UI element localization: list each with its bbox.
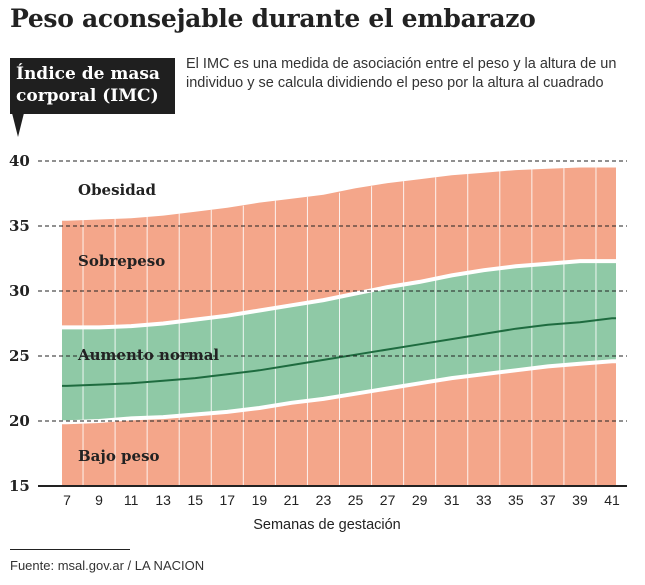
x-tick-label-21: 21 (284, 492, 300, 508)
x-tick-label-11: 11 (124, 492, 139, 508)
region-label-sobrepeso: Sobrepeso (78, 252, 165, 270)
y-tick-label-30: 30 (9, 282, 30, 300)
y-axis-label: Índice de masa corporal (IMC) (10, 58, 175, 114)
chart-description: El IMC es una medida de asociación entre… (186, 56, 617, 91)
source-divider (10, 549, 130, 550)
x-tick-label-29: 29 (412, 492, 428, 508)
x-tick-label-35: 35 (508, 492, 524, 508)
region-label-obesidad: Obesidad (78, 181, 156, 199)
x-tick-label-39: 39 (572, 492, 588, 508)
y-tick-label-15: 15 (9, 477, 30, 495)
x-tick-label-33: 33 (476, 492, 492, 508)
region-label-bajo-peso: Bajo peso (78, 447, 160, 465)
region-label-normal: Aumento normal (77, 346, 219, 364)
x-tick-label-27: 27 (380, 492, 396, 508)
y-tick-label-25: 25 (9, 347, 30, 365)
x-tick-label-19: 19 (252, 492, 268, 508)
x-tick-label-41: 41 (604, 492, 620, 508)
source-credit: Fuente: msal.gov.ar / LA NACION (10, 558, 205, 573)
x-tick-label-25: 25 (348, 492, 364, 508)
y-tick-label-35: 35 (9, 217, 30, 235)
bmi-chart: Obesidad Sobrepeso Aumento normal Bajo peso… (9, 152, 627, 533)
y-tick-label-20: 20 (9, 412, 30, 430)
x-tick-label-7: 7 (63, 492, 71, 508)
x-tick-label-13: 13 (155, 492, 171, 508)
x-tick-label-9: 9 (95, 492, 103, 508)
x-tick-label-17: 17 (220, 492, 236, 508)
page-title: Peso aconsejable durante el embarazo (10, 4, 536, 33)
x-tick-label-23: 23 (316, 492, 332, 508)
y-tick-label-40: 40 (9, 152, 30, 170)
x-tick-label-15: 15 (187, 492, 203, 508)
x-tick-label-31: 31 (444, 492, 460, 508)
x-tick-label-37: 37 (540, 492, 556, 508)
x-axis-title: Semanas de gestación (253, 517, 401, 533)
series-median-line (62, 317, 616, 387)
y-axis-label-pointer (12, 113, 24, 137)
